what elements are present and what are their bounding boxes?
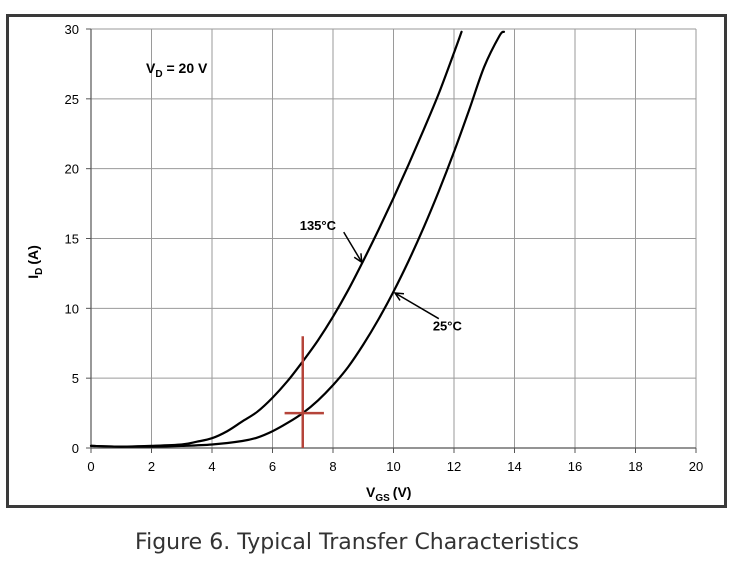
x-tick-label: 16 (568, 459, 582, 474)
y-tick-label: 25 (65, 92, 79, 107)
y-tick-label: 10 (65, 301, 79, 316)
annotation-arrow-head (353, 253, 363, 264)
axes: 0 2 4 6 8 10 12 14 16 18 20 0 5 10 15 20 25 30 (65, 22, 704, 474)
y-tick-label: 0 (72, 441, 79, 456)
series-line-25c (89, 30, 506, 448)
annotation-arrow-shaft (343, 231, 363, 263)
chart-frame (6, 14, 727, 508)
x-tick-label: 8 (329, 459, 336, 474)
annotations: 135°C 25°C (284, 218, 463, 448)
annotation-label-25c: 25°C (433, 319, 463, 334)
annotation-arrow-shaft (394, 292, 440, 320)
x-tick-label: 20 (689, 459, 703, 474)
x-tick-label: 4 (208, 459, 215, 474)
x-axis-title: VGS (V) (366, 484, 411, 504)
x-tick-label: 6 (269, 459, 276, 474)
y-axis-title: ID(A) (25, 245, 45, 279)
figure-caption: Figure 6. Typical Transfer Characteristi… (135, 530, 579, 555)
grid (90, 28, 697, 449)
x-tick-label: 12 (447, 459, 461, 474)
series-line-135c (89, 30, 463, 448)
y-tick-label: 20 (65, 162, 79, 177)
y-tick-label: 15 (65, 232, 79, 247)
annotation-arrow-head (393, 292, 405, 301)
y-tick-label: 5 (72, 371, 79, 386)
x-tick-label: 18 (628, 459, 642, 474)
annotation-label-135c: 135°C (300, 218, 337, 233)
x-tick-label: 2 (148, 459, 155, 474)
x-tick-label: 14 (507, 459, 521, 474)
condition-label: VD = 20 V (146, 60, 208, 80)
x-tick-label: 0 (87, 459, 94, 474)
y-tick-label: 30 (65, 22, 79, 37)
series (89, 30, 506, 448)
x-tick-label: 10 (386, 459, 400, 474)
